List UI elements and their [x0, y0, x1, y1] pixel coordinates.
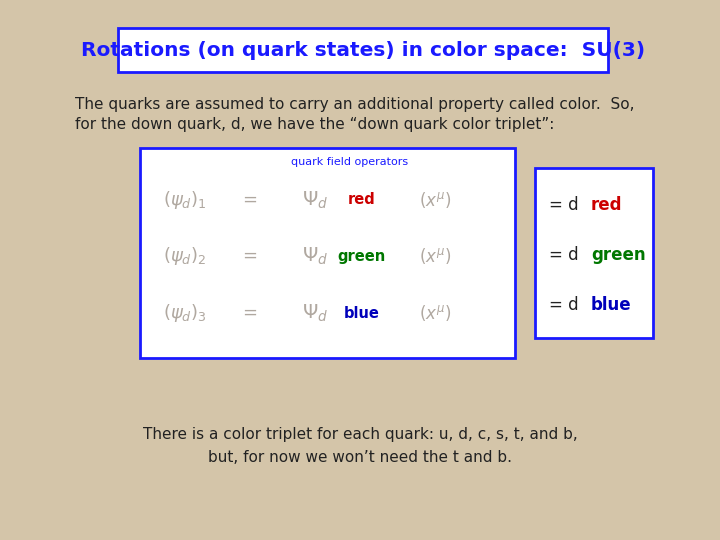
Text: red: red [591, 196, 623, 214]
Text: $(\psi_d)_2$: $(\psi_d)_2$ [163, 245, 207, 267]
Text: $\Psi_d$: $\Psi_d$ [302, 302, 328, 323]
FancyBboxPatch shape [535, 168, 653, 338]
Text: green: green [338, 248, 386, 264]
Text: There is a color triplet for each quark: u, d, c, s, t, and b,: There is a color triplet for each quark:… [143, 428, 577, 442]
Text: The quarks are assumed to carry an additional property called color.  So,: The quarks are assumed to carry an addit… [75, 98, 634, 112]
Text: $(x^\mu)$: $(x^\mu)$ [419, 190, 451, 210]
Text: blue: blue [344, 306, 380, 321]
Text: Rotations (on quark states) in color space:  SU(3): Rotations (on quark states) in color spa… [81, 40, 645, 59]
Text: green: green [591, 246, 646, 264]
Text: red: red [348, 192, 376, 207]
FancyBboxPatch shape [140, 148, 515, 358]
Text: = d: = d [549, 246, 579, 264]
Text: $(\psi_d)_1$: $(\psi_d)_1$ [163, 189, 207, 211]
Text: $\Psi_d$: $\Psi_d$ [302, 190, 328, 211]
Text: but, for now we won’t need the t and b.: but, for now we won’t need the t and b. [208, 450, 512, 465]
Text: $(x^\mu)$: $(x^\mu)$ [419, 303, 451, 323]
Text: = d: = d [549, 196, 579, 214]
Text: =: = [243, 247, 258, 265]
Text: = d: = d [549, 296, 579, 314]
Text: $\Psi_d$: $\Psi_d$ [302, 245, 328, 267]
Text: $(\psi_d)_3$: $(\psi_d)_3$ [163, 302, 207, 324]
Text: for the down quark, d, we have the “down quark color triplet”:: for the down quark, d, we have the “down… [75, 118, 554, 132]
FancyBboxPatch shape [118, 28, 608, 72]
Text: =: = [243, 191, 258, 209]
Text: $(x^\mu)$: $(x^\mu)$ [419, 246, 451, 266]
Text: =: = [243, 304, 258, 322]
Text: blue: blue [591, 296, 631, 314]
Text: quark field operators: quark field operators [292, 157, 408, 167]
